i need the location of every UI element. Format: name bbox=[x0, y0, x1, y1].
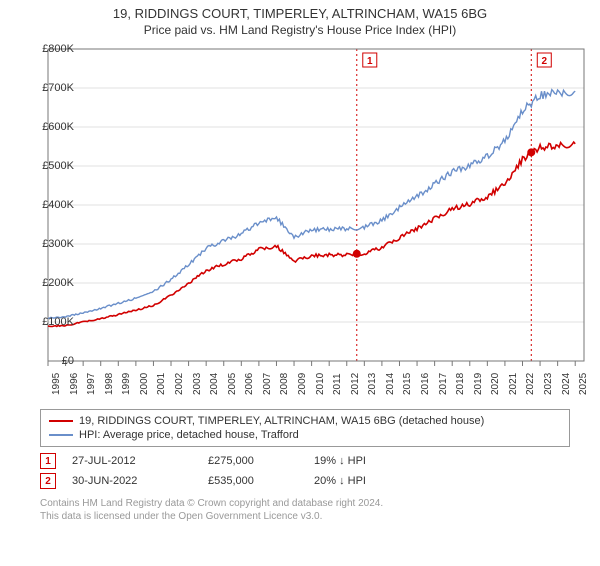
svg-text:1: 1 bbox=[367, 56, 373, 67]
attribution-line: This data is licensed under the Open Gov… bbox=[40, 510, 570, 523]
attribution: Contains HM Land Registry data © Crown c… bbox=[40, 497, 570, 523]
x-tick-label: 2019 bbox=[473, 373, 484, 395]
sale-date: 27-JUL-2012 bbox=[72, 455, 192, 467]
x-tick-label: 1995 bbox=[51, 373, 62, 395]
legend-label-series1: 19, RIDDINGS COURT, TIMPERLEY, ALTRINCHA… bbox=[79, 415, 484, 427]
x-tick-label: 1999 bbox=[121, 373, 132, 395]
table-row: 2 30-JUN-2022 £535,000 20% ↓ HPI bbox=[40, 471, 570, 491]
x-tick-label: 2008 bbox=[279, 373, 290, 395]
x-tick-label: 2001 bbox=[156, 373, 167, 395]
chart-area: 12 £0£100K£200K£300K£400K£500K£600K£700K… bbox=[40, 41, 600, 401]
x-tick-label: 2010 bbox=[315, 373, 326, 395]
x-tick-label: 2006 bbox=[244, 373, 255, 395]
sale-price: £535,000 bbox=[208, 475, 298, 487]
legend-row-series1: 19, RIDDINGS COURT, TIMPERLEY, ALTRINCHA… bbox=[49, 414, 561, 428]
marker-badge-2: 2 bbox=[40, 473, 56, 489]
y-tick-label: £300K bbox=[42, 238, 74, 250]
x-tick-label: 2009 bbox=[297, 373, 308, 395]
marker-badge-1: 1 bbox=[40, 453, 56, 469]
legend-row-series2: HPI: Average price, detached house, Traf… bbox=[49, 428, 561, 442]
x-tick-label: 2016 bbox=[420, 373, 431, 395]
x-tick-label: 2022 bbox=[525, 373, 536, 395]
chart-subtitle: Price paid vs. HM Land Registry's House … bbox=[0, 23, 600, 37]
x-tick-label: 2020 bbox=[490, 373, 501, 395]
x-tick-label: 2003 bbox=[192, 373, 203, 395]
x-tick-label: 2025 bbox=[578, 373, 589, 395]
x-tick-label: 2021 bbox=[508, 373, 519, 395]
x-tick-label: 2014 bbox=[385, 373, 396, 395]
sale-vs-hpi: 19% ↓ HPI bbox=[314, 455, 424, 467]
x-tick-label: 2005 bbox=[227, 373, 238, 395]
x-tick-label: 2011 bbox=[332, 373, 343, 395]
attribution-line: Contains HM Land Registry data © Crown c… bbox=[40, 497, 570, 510]
legend-swatch-series1 bbox=[49, 420, 73, 422]
legend: 19, RIDDINGS COURT, TIMPERLEY, ALTRINCHA… bbox=[40, 409, 570, 447]
y-tick-label: £500K bbox=[42, 160, 74, 172]
legend-label-series2: HPI: Average price, detached house, Traf… bbox=[79, 429, 299, 441]
x-tick-label: 2002 bbox=[174, 373, 185, 395]
y-tick-label: £0 bbox=[62, 355, 74, 367]
legend-swatch-series2 bbox=[49, 434, 73, 436]
y-tick-label: £600K bbox=[42, 121, 74, 133]
x-tick-label: 2017 bbox=[438, 373, 449, 395]
y-tick-label: £800K bbox=[42, 43, 74, 55]
x-tick-label: 2024 bbox=[561, 373, 572, 395]
x-tick-label: 2012 bbox=[350, 373, 361, 395]
chart-svg: 12 bbox=[40, 41, 600, 401]
svg-text:2: 2 bbox=[541, 56, 547, 67]
x-tick-label: 2018 bbox=[455, 373, 466, 395]
x-tick-label: 2000 bbox=[139, 373, 150, 395]
y-tick-label: £100K bbox=[42, 316, 74, 328]
sale-price: £275,000 bbox=[208, 455, 298, 467]
x-tick-label: 2015 bbox=[402, 373, 413, 395]
x-tick-label: 2007 bbox=[262, 373, 273, 395]
sale-date: 30-JUN-2022 bbox=[72, 475, 192, 487]
y-tick-label: £400K bbox=[42, 199, 74, 211]
y-tick-label: £200K bbox=[42, 277, 74, 289]
x-tick-label: 2013 bbox=[367, 373, 378, 395]
x-tick-label: 1996 bbox=[69, 373, 80, 395]
chart-title: 19, RIDDINGS COURT, TIMPERLEY, ALTRINCHA… bbox=[0, 6, 600, 21]
x-tick-label: 1998 bbox=[104, 373, 115, 395]
figure-container: 19, RIDDINGS COURT, TIMPERLEY, ALTRINCHA… bbox=[0, 6, 600, 566]
sales-table: 1 27-JUL-2012 £275,000 19% ↓ HPI 2 30-JU… bbox=[40, 451, 570, 491]
x-tick-label: 2023 bbox=[543, 373, 554, 395]
x-tick-label: 1997 bbox=[86, 373, 97, 395]
x-tick-label: 2004 bbox=[209, 373, 220, 395]
table-row: 1 27-JUL-2012 £275,000 19% ↓ HPI bbox=[40, 451, 570, 471]
sale-vs-hpi: 20% ↓ HPI bbox=[314, 475, 424, 487]
y-tick-label: £700K bbox=[42, 82, 74, 94]
